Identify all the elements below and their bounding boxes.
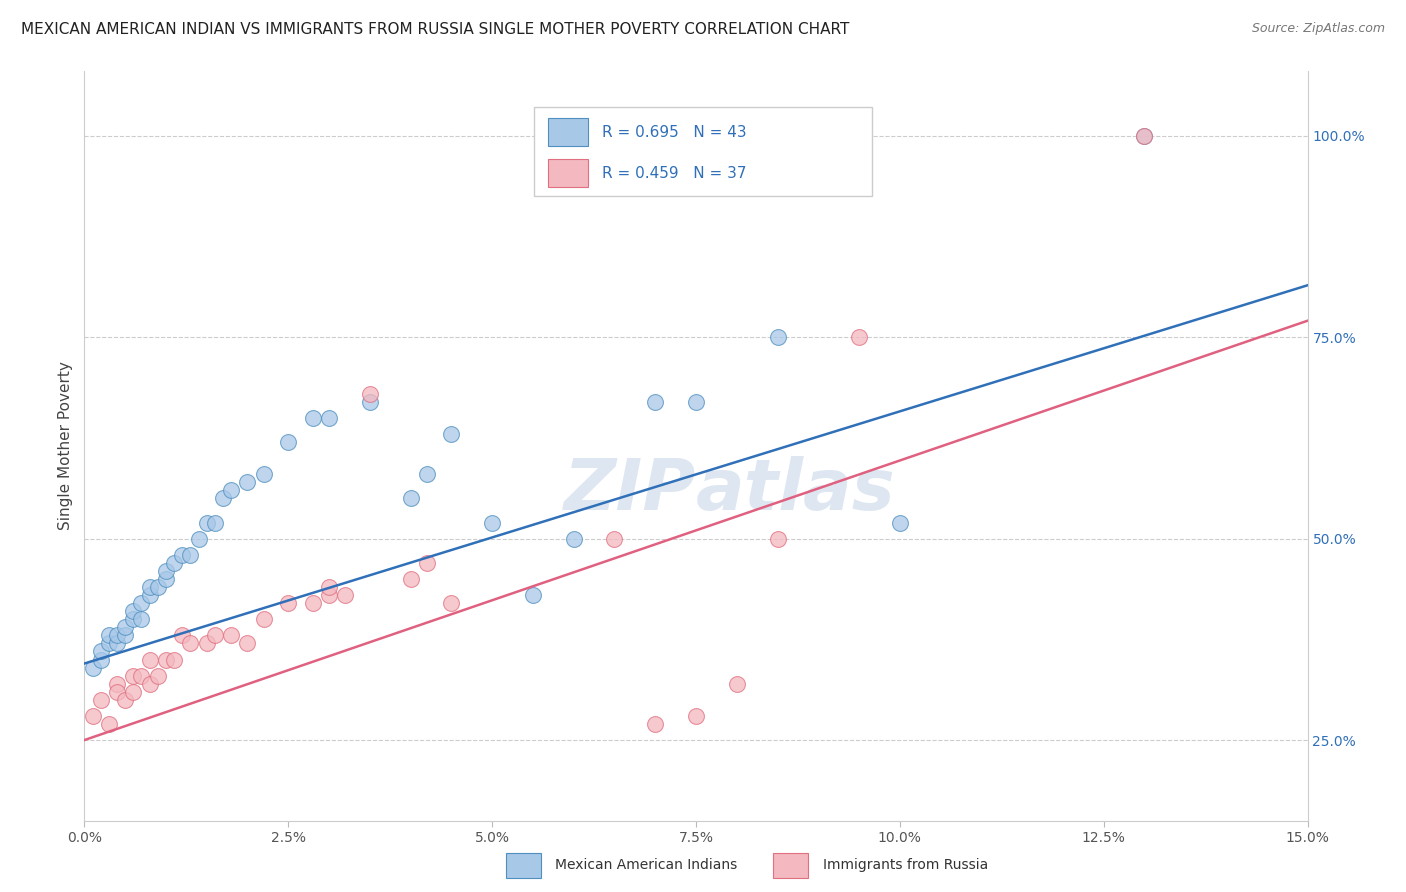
Point (253, 612, 276, 626)
Y-axis label: Single Mother Poverty: Single Mother Poverty (58, 361, 73, 531)
Point (114, 693, 136, 707)
Point (219, 483, 242, 498)
Point (138, 652, 160, 666)
Point (114, 628, 136, 642)
Point (82, 660, 104, 674)
Point (399, 572, 422, 586)
Point (204, 516, 226, 530)
Point (277, 596, 299, 610)
Point (97, 628, 120, 642)
Point (155, 652, 177, 666)
Point (440, 426, 463, 441)
Text: ZIP: ZIP (564, 457, 696, 525)
Point (236, 475, 259, 490)
Point (122, 684, 145, 698)
Point (318, 580, 340, 594)
Point (204, 628, 226, 642)
Point (685, 394, 707, 409)
Point (155, 572, 177, 586)
Point (481, 516, 503, 530)
Point (766, 532, 789, 546)
Point (90, 652, 112, 666)
Point (146, 580, 169, 594)
Point (359, 394, 381, 409)
Point (1133, 128, 1156, 143)
Point (212, 491, 235, 506)
Point (122, 604, 145, 618)
Point (138, 580, 160, 594)
Point (562, 532, 585, 546)
Point (195, 636, 218, 650)
Point (644, 394, 666, 409)
Point (440, 596, 463, 610)
Text: Mexican American Indians: Mexican American Indians (555, 858, 738, 872)
Point (318, 410, 340, 425)
Point (889, 516, 911, 530)
Point (187, 532, 209, 546)
Text: R = 0.459   N = 37: R = 0.459 N = 37 (602, 166, 747, 180)
Point (301, 596, 323, 610)
Point (766, 330, 789, 344)
FancyBboxPatch shape (506, 853, 541, 878)
FancyBboxPatch shape (548, 159, 588, 187)
Point (277, 434, 299, 449)
Point (301, 410, 323, 425)
Point (219, 628, 242, 642)
Point (1133, 128, 1156, 143)
Point (122, 612, 145, 626)
Point (163, 556, 186, 570)
Text: R = 0.695   N = 43: R = 0.695 N = 43 (602, 125, 747, 139)
Point (359, 386, 381, 401)
Point (155, 564, 177, 578)
Point (172, 548, 194, 562)
Point (138, 676, 160, 690)
Point (146, 668, 169, 682)
Text: MEXICAN AMERICAN INDIAN VS IMMIGRANTS FROM RUSSIA SINGLE MOTHER POVERTY CORRELAT: MEXICAN AMERICAN INDIAN VS IMMIGRANTS FR… (21, 22, 849, 37)
Point (725, 676, 748, 690)
Point (90, 693, 112, 707)
Point (105, 684, 128, 698)
Point (105, 636, 128, 650)
Point (105, 676, 128, 690)
FancyBboxPatch shape (534, 107, 872, 196)
Point (522, 588, 544, 602)
Point (335, 588, 357, 602)
Point (416, 556, 439, 570)
Point (399, 491, 422, 506)
Point (114, 620, 136, 634)
FancyBboxPatch shape (773, 853, 808, 878)
Point (97, 717, 120, 731)
FancyBboxPatch shape (548, 118, 588, 146)
Point (131, 668, 153, 682)
Point (179, 636, 201, 650)
Point (172, 628, 194, 642)
Point (195, 516, 218, 530)
Point (848, 330, 870, 344)
Point (644, 717, 666, 731)
Point (163, 652, 186, 666)
Point (131, 596, 153, 610)
Text: atlas: atlas (696, 457, 896, 525)
Point (416, 467, 439, 482)
Text: Source: ZipAtlas.com: Source: ZipAtlas.com (1251, 22, 1385, 36)
Point (603, 532, 626, 546)
Point (90, 644, 112, 658)
Point (253, 467, 276, 482)
Point (131, 612, 153, 626)
Point (97, 636, 120, 650)
Point (318, 588, 340, 602)
Point (179, 548, 201, 562)
Point (82, 709, 104, 723)
Point (138, 588, 160, 602)
Point (685, 709, 707, 723)
Point (122, 668, 145, 682)
Point (105, 628, 128, 642)
Text: Immigrants from Russia: Immigrants from Russia (823, 858, 988, 872)
Point (236, 636, 259, 650)
